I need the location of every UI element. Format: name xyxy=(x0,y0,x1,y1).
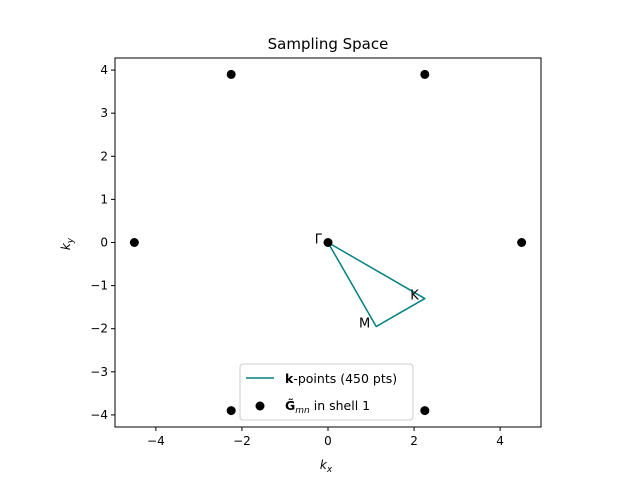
series-layer xyxy=(129,69,527,416)
legend: k-points (450 pts) G̃mn in shell 1 xyxy=(239,363,414,421)
y-tick-label: 3 xyxy=(100,106,108,120)
y-axis-label-base: k xyxy=(59,242,73,250)
x-tick-label: 2 xyxy=(410,434,418,448)
legend-entry-kpoints-rest: -points (450 pts) xyxy=(293,371,397,386)
y-tick-label: 2 xyxy=(100,149,108,163)
g-vector-point xyxy=(517,238,527,247)
legend-entry-gvectors-bold: G̃ xyxy=(285,398,295,413)
x-axis-label: kx xyxy=(320,458,333,475)
legend-entry-gvectors-sub: mn xyxy=(295,406,310,416)
high-symmetry-label: M xyxy=(359,317,370,332)
y-tick-label: −2 xyxy=(90,322,108,336)
y-axis-label: ky xyxy=(59,237,76,250)
legend-box xyxy=(239,363,414,421)
g-vector-point xyxy=(226,69,236,79)
legend-marker-swatch xyxy=(255,401,265,411)
x-axis-label-sub: x xyxy=(326,465,333,475)
legend-entry-gvectors-rest: in shell 1 xyxy=(310,398,370,413)
high-symmetry-label: Γ xyxy=(315,233,323,248)
g-vector-point xyxy=(226,406,236,416)
x-axis-label-base: k xyxy=(320,458,328,472)
y-axis-label-sub: y xyxy=(66,237,76,244)
x-tick-label: −4 xyxy=(147,434,165,448)
g-vector-point xyxy=(323,238,333,247)
y-tick-label: −4 xyxy=(90,408,108,422)
kpath-line xyxy=(327,241,426,328)
g-vector-point xyxy=(420,406,430,416)
legend-entry-gvectors: G̃mn in shell 1 xyxy=(285,398,370,416)
y-tick-label: 1 xyxy=(100,192,108,206)
y-tick-label: 0 xyxy=(100,236,108,250)
g-vector-point xyxy=(420,69,430,79)
x-axis-ticks: −4 −2 0 2 4 xyxy=(147,427,504,448)
y-tick-label: −3 xyxy=(90,365,108,379)
x-tick-label: 0 xyxy=(324,434,332,448)
legend-entry-kpoints: k-points (450 pts) xyxy=(285,371,397,386)
point-labels: Γ K M xyxy=(315,233,420,332)
high-symmetry-label: K xyxy=(410,289,419,304)
y-tick-label: 4 xyxy=(100,63,108,77)
y-tick-label: −1 xyxy=(90,279,108,293)
chart-title: Sampling Space xyxy=(268,35,389,53)
x-tick-label: 4 xyxy=(496,434,504,448)
g-vector-point xyxy=(129,238,139,247)
y-axis-ticks: −4 −3 −2 −1 0 1 2 3 4 xyxy=(90,63,115,422)
legend-entry-kpoints-bold: k xyxy=(285,371,294,386)
x-tick-label: −2 xyxy=(233,434,251,448)
